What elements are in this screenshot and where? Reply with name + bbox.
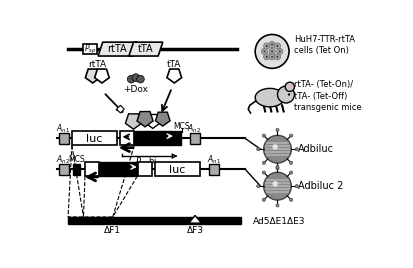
Circle shape <box>271 50 273 53</box>
Circle shape <box>295 148 298 151</box>
Text: ΔF3: ΔF3 <box>187 226 204 235</box>
Circle shape <box>290 198 293 201</box>
Circle shape <box>279 50 281 53</box>
Bar <box>209 164 219 175</box>
Circle shape <box>290 171 293 174</box>
Circle shape <box>269 48 275 54</box>
Circle shape <box>263 135 291 163</box>
Circle shape <box>276 167 279 170</box>
Bar <box>73 164 81 175</box>
Polygon shape <box>145 114 160 128</box>
Text: Ad5ΔE1ΔE3: Ad5ΔE1ΔE3 <box>253 217 305 226</box>
Polygon shape <box>116 105 124 113</box>
Circle shape <box>263 172 291 200</box>
Polygon shape <box>189 215 201 223</box>
Circle shape <box>278 86 294 103</box>
Text: MCS: MCS <box>68 155 85 165</box>
Circle shape <box>274 54 280 60</box>
Text: tTA: tTA <box>167 60 181 69</box>
Circle shape <box>263 50 266 53</box>
Text: rtTA: rtTA <box>107 44 127 54</box>
Circle shape <box>261 48 268 54</box>
Bar <box>99 162 138 176</box>
Circle shape <box>273 144 278 150</box>
Polygon shape <box>95 69 109 83</box>
Circle shape <box>132 74 140 81</box>
Circle shape <box>285 82 294 91</box>
Text: $P_{sp}$: $P_{sp}$ <box>84 43 97 56</box>
Circle shape <box>257 148 260 151</box>
Bar <box>68 217 241 224</box>
Circle shape <box>263 43 270 49</box>
Bar <box>155 162 200 176</box>
Polygon shape <box>155 112 170 126</box>
Circle shape <box>273 181 278 187</box>
Circle shape <box>276 204 279 207</box>
Circle shape <box>271 43 273 46</box>
Circle shape <box>266 45 268 47</box>
Circle shape <box>137 75 144 83</box>
Bar <box>121 132 134 145</box>
Circle shape <box>274 43 280 49</box>
Circle shape <box>288 84 293 89</box>
Polygon shape <box>98 42 138 56</box>
Circle shape <box>276 165 279 169</box>
Circle shape <box>290 134 293 137</box>
Circle shape <box>127 75 135 83</box>
Circle shape <box>276 45 279 47</box>
Bar <box>72 132 116 145</box>
Circle shape <box>262 198 266 201</box>
Circle shape <box>262 171 266 174</box>
Bar <box>59 164 69 175</box>
Circle shape <box>255 35 289 68</box>
Text: MCS: MCS <box>174 122 190 131</box>
Bar <box>134 132 173 145</box>
Circle shape <box>262 134 266 137</box>
Text: +Dox: +Dox <box>123 85 148 94</box>
Polygon shape <box>137 111 153 127</box>
Text: HuH7-TTR-rtTA
cells (Tet On): HuH7-TTR-rtTA cells (Tet On) <box>294 35 356 55</box>
Bar <box>173 132 181 145</box>
Circle shape <box>277 48 283 54</box>
Circle shape <box>290 161 293 164</box>
Text: $P_{tet}$bi: $P_{tet}$bi <box>135 155 158 168</box>
Text: Adbiluc 2: Adbiluc 2 <box>297 181 343 191</box>
Circle shape <box>288 93 290 96</box>
Bar <box>83 44 97 54</box>
Text: $A_{n2}$: $A_{n2}$ <box>188 123 201 135</box>
Text: $A_{n1}$: $A_{n1}$ <box>206 154 221 166</box>
Circle shape <box>262 161 266 164</box>
Bar <box>59 133 69 144</box>
Text: rtTA- (Tet-On)/
tTA- (Tet-Off)
transgenic mice: rtTA- (Tet-On)/ tTA- (Tet-Off) transgeni… <box>294 80 362 112</box>
Circle shape <box>257 185 260 188</box>
Circle shape <box>269 41 275 47</box>
Bar <box>85 162 99 176</box>
Polygon shape <box>167 69 182 83</box>
Circle shape <box>271 56 273 58</box>
Circle shape <box>276 56 279 58</box>
Polygon shape <box>129 42 163 56</box>
Circle shape <box>295 185 298 188</box>
Circle shape <box>266 56 268 58</box>
Circle shape <box>269 54 275 60</box>
Text: luc: luc <box>86 134 102 144</box>
Text: $A_{n2}$: $A_{n2}$ <box>57 154 70 166</box>
Polygon shape <box>126 114 142 129</box>
Text: tTA: tTA <box>138 44 154 54</box>
Text: luc: luc <box>169 165 185 175</box>
Bar <box>190 133 200 144</box>
Text: Adbiluc: Adbiluc <box>297 144 334 154</box>
Circle shape <box>276 128 279 132</box>
Text: rtTA: rtTA <box>88 60 107 69</box>
Polygon shape <box>85 69 100 83</box>
Ellipse shape <box>255 88 285 107</box>
Text: ΔF1: ΔF1 <box>104 226 121 235</box>
Bar <box>138 162 152 176</box>
Text: $A_{n1}$: $A_{n1}$ <box>57 123 70 135</box>
Circle shape <box>263 54 270 60</box>
